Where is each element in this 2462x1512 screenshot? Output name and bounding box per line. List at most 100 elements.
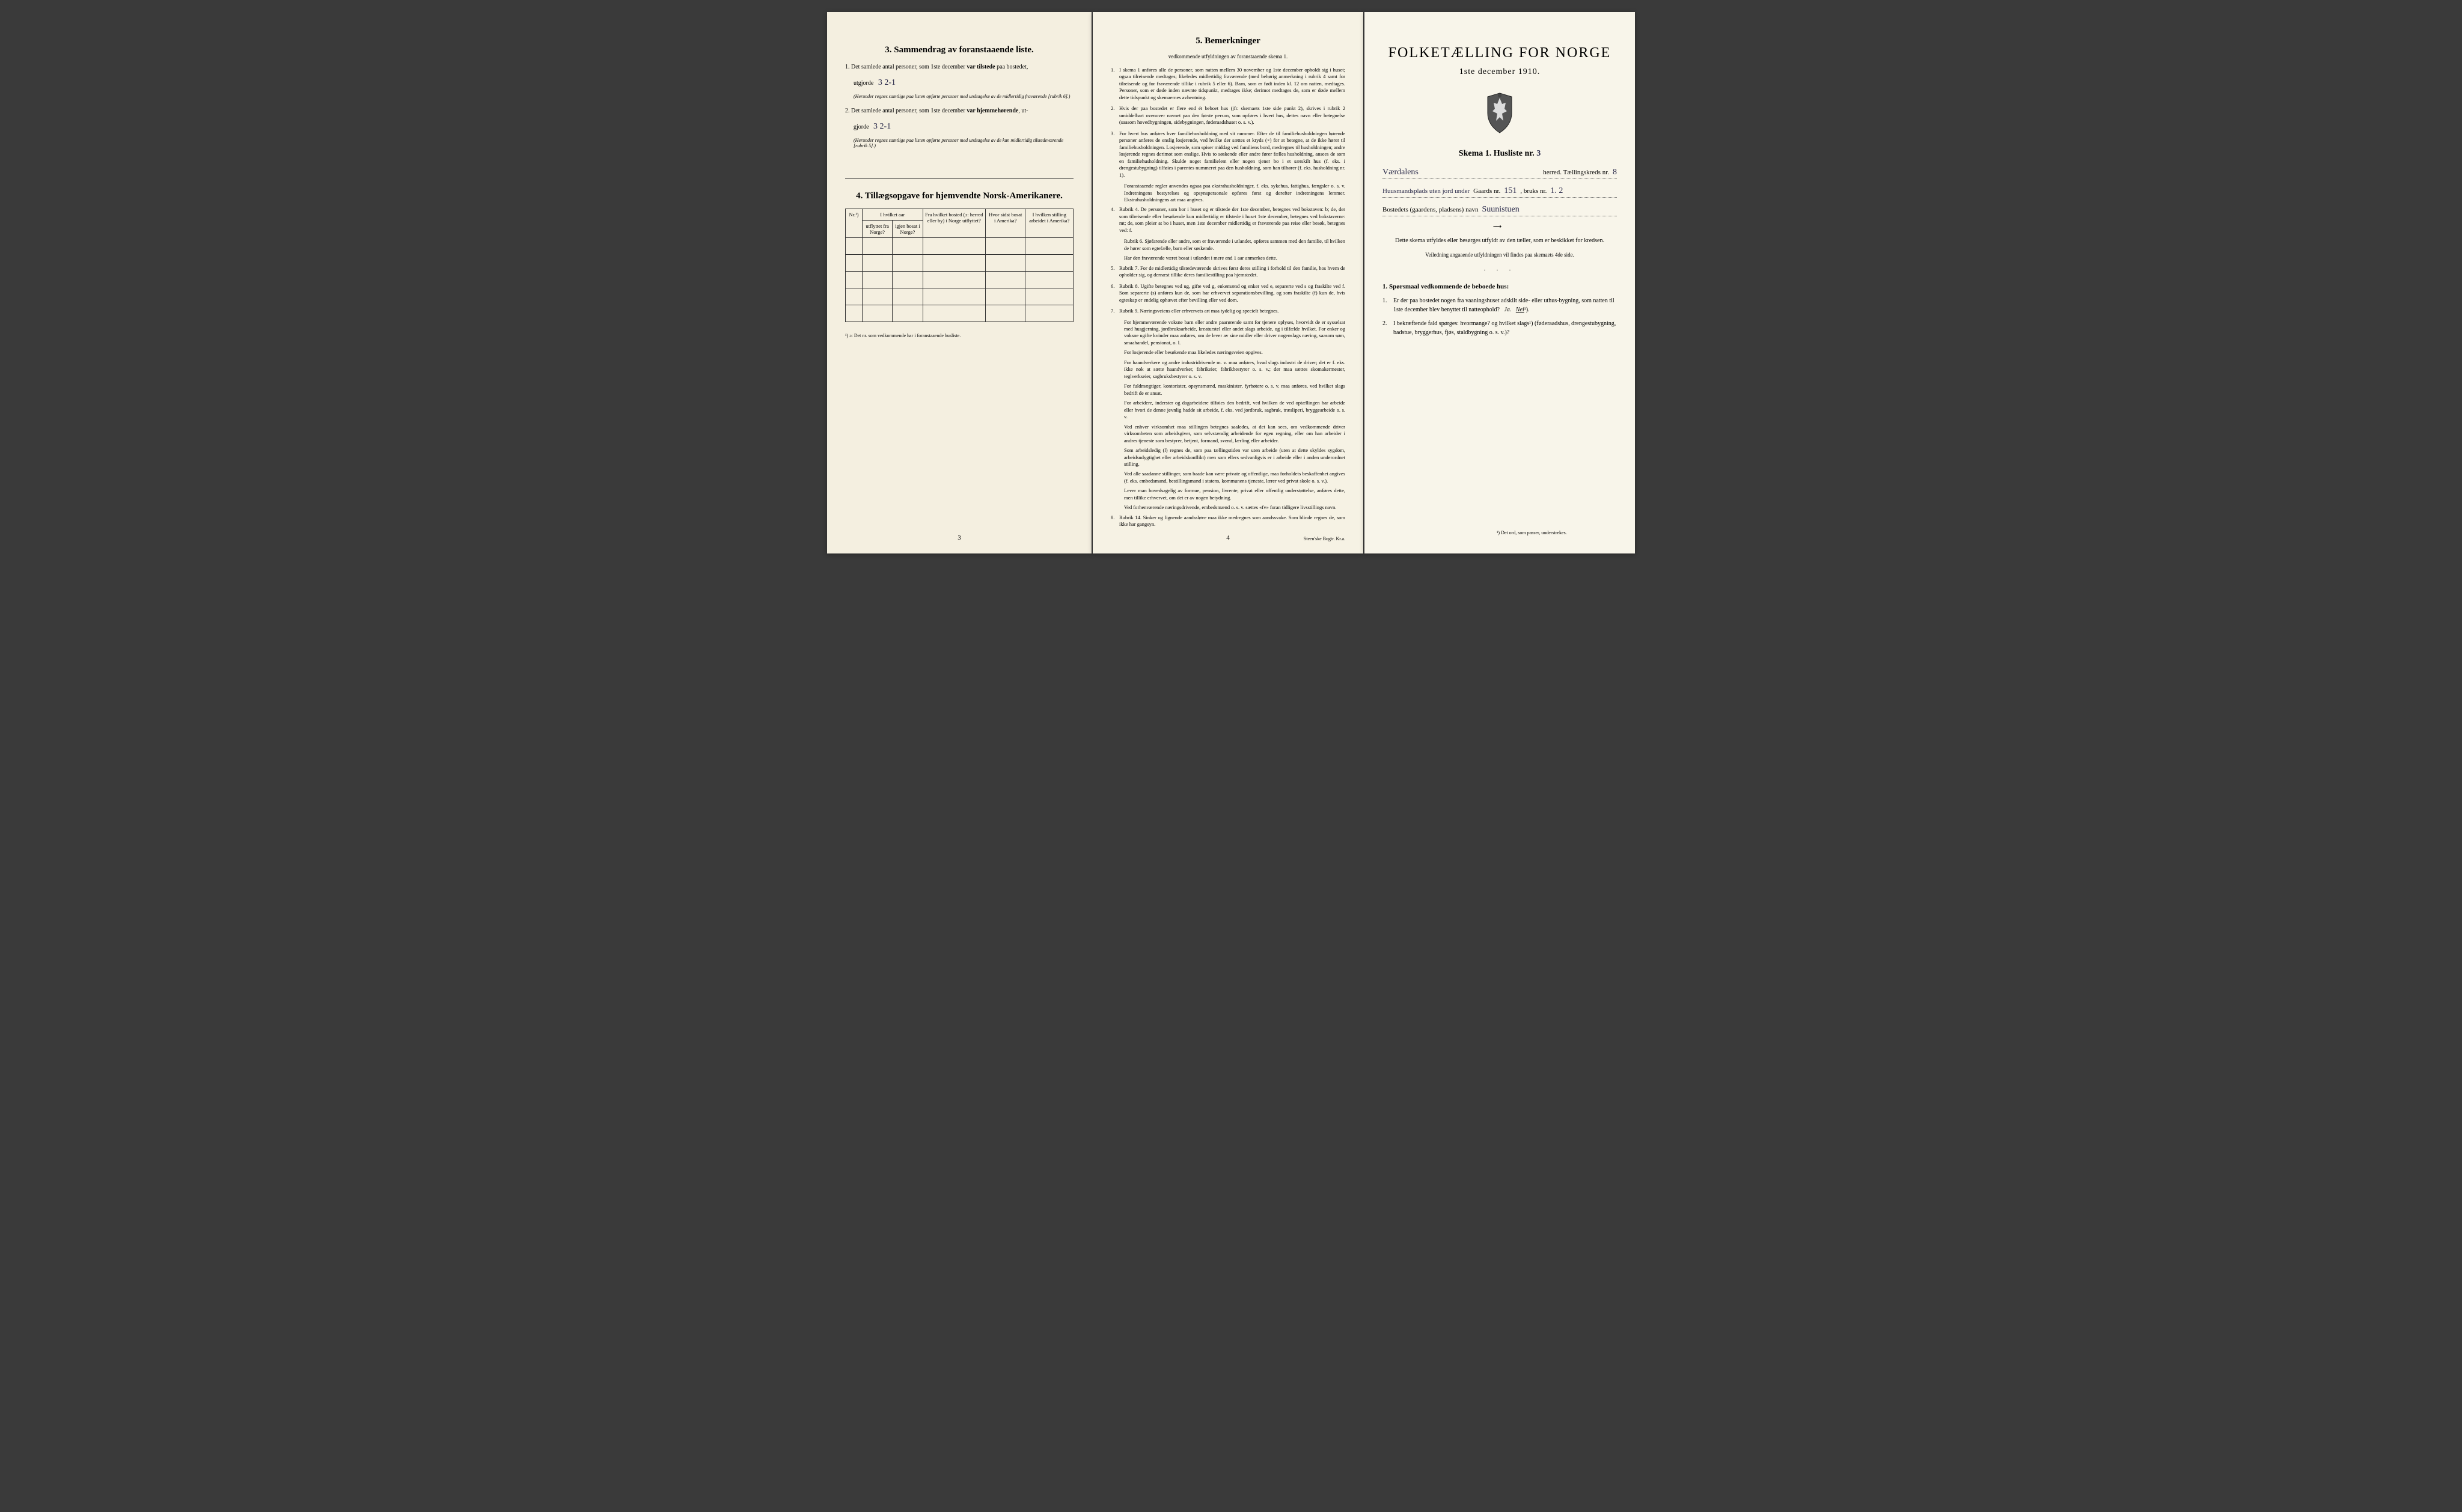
remark-item: Ved enhver virksomhet maa stillingen bet… xyxy=(1111,424,1345,444)
handwritten-bnr: 1. 2 xyxy=(1550,186,1563,196)
remark-item: 1.I skema 1 anføres alle de personer, so… xyxy=(1111,67,1345,101)
remark-item: For hjemmeværende voksne barn eller andr… xyxy=(1111,319,1345,347)
remark-item: 4.Rubrik 4. De personer, som bor i huset… xyxy=(1111,206,1345,234)
answer-ja: Ja. xyxy=(1504,306,1511,313)
col-header-group: I hvilket aar xyxy=(863,209,923,221)
coat-of-arms-icon xyxy=(1482,92,1518,134)
col-header: Fra hvilket bosted (ɔ: herred eller by) … xyxy=(923,209,985,238)
remark-item: 6.Rubrik 8. Ugifte betegnes ved ug, gift… xyxy=(1111,283,1345,303)
remark-item: 2. Hvis der paa bostedet er flere end ét … xyxy=(1111,105,1345,126)
section3-item1: 1. Det samlede antal personer, som 1ste … xyxy=(845,62,1074,72)
remark-text: Rubrik 8. Ugifte betegnes ved ug, gifte … xyxy=(1119,283,1345,303)
table-row xyxy=(846,238,1074,255)
section3-item2-line2: gjorde 3 2-1 xyxy=(845,120,1074,133)
remark-item: For arbeidere, inderster og dagarbeidere… xyxy=(1111,400,1345,420)
remark-number: 4. xyxy=(1111,206,1114,213)
form-line-gaard: Huusmandsplads uten jord under Gaards nr… xyxy=(1382,186,1617,198)
q-num: 1. xyxy=(1382,296,1387,305)
handwritten-value: 3 2-1 xyxy=(878,78,896,87)
section3-item2-note: (Herunder regnes samtlige paa listen opf… xyxy=(845,138,1074,148)
label: Gaards nr. xyxy=(1473,187,1500,195)
remark-item: Ved alle saadanne stillinger, som baade … xyxy=(1111,471,1345,484)
remark-text: For losjerende eller besøkende maa likel… xyxy=(1124,349,1263,355)
page-left: 3. Sammendrag av foranstaaende liste. 1.… xyxy=(827,12,1092,553)
remark-text: Hvis der paa bostedet er flere end ét be… xyxy=(1119,105,1345,125)
form-line-herred: Værdalens herred. Tællingskreds nr. 8 xyxy=(1382,168,1617,179)
footnote-marker: ¹). xyxy=(1524,306,1530,313)
page-number: 4 xyxy=(1226,534,1230,541)
document-spread: 3. Sammendrag av foranstaaende liste. 1.… xyxy=(827,12,1635,553)
remark-item: For fuldmægtiger, kontorister, opsynsmæn… xyxy=(1111,383,1345,397)
subtitle: 1ste december 1910. xyxy=(1382,67,1617,77)
remark-text: For arbeidere, inderster og dagarbeidere… xyxy=(1124,400,1345,419)
remark-number: 7. xyxy=(1111,308,1114,314)
remark-number: 1. xyxy=(1111,67,1114,73)
col-header: igjen bosat i Norge? xyxy=(893,221,923,238)
remark-text: Ved forhenværende næringsdrivende, embed… xyxy=(1124,504,1336,510)
table-row xyxy=(846,272,1074,288)
remark-item: Rubrik 6. Sjøfarende eller andre, som er… xyxy=(1111,238,1345,252)
remark-text: Som arbeidsledig (l) regnes de, som paa … xyxy=(1124,447,1345,467)
answer-nei: Nei xyxy=(1516,306,1524,313)
remark-text: For fuldmægtiger, kontorister, opsynsmæn… xyxy=(1124,383,1345,395)
table-row xyxy=(846,305,1074,322)
page-number: 3 xyxy=(958,534,961,541)
text-bold: var hjemmehørende xyxy=(967,108,1018,114)
remark-text: Rubrik 6. Sjøfarende eller andre, som er… xyxy=(1124,238,1345,251)
section4-heading: 4. Tillægsopgave for hjemvendte Norsk-Am… xyxy=(845,191,1074,201)
remark-text: For hjemmeværende voksne barn eller andr… xyxy=(1124,319,1345,346)
q-num: 2. xyxy=(1382,319,1387,328)
section3-item1-line2: utgjorde 3 2-1 xyxy=(845,76,1074,89)
skema-line: Skema 1. Husliste nr. 3 xyxy=(1382,149,1617,159)
remark-item: Lever man hovedsagelig av formue, pensio… xyxy=(1111,487,1345,501)
col-header: utflyttet fra Norge? xyxy=(863,221,893,238)
remark-item: 7.Rubrik 9. Næringsveiens eller erhverve… xyxy=(1111,308,1345,314)
label: herred. Tællingskreds nr. xyxy=(1543,169,1609,176)
text-bold: var tilstede xyxy=(967,64,995,70)
handwritten-herred: Værdalens xyxy=(1382,168,1419,177)
label: Bostedets (gaardens, pladsens) navn xyxy=(1382,206,1478,213)
remark-item: For losjerende eller besøkende maa likel… xyxy=(1111,349,1345,356)
remark-text: For haandverkere og andre industridriven… xyxy=(1124,359,1345,379)
remark-text: For hvert hus anføres hver familiehushol… xyxy=(1119,130,1345,178)
table-header-row: Nr.¹) I hvilket aar Fra hvilket bosted (… xyxy=(846,209,1074,221)
remark-text: Ved alle saadanne stillinger, som baade … xyxy=(1124,471,1345,483)
remark-text: Lever man hovedsagelig av formue, pensio… xyxy=(1124,487,1345,500)
text: gjorde xyxy=(854,124,869,130)
section4-table: Nr.¹) I hvilket aar Fra hvilket bosted (… xyxy=(845,209,1074,322)
remark-text: Rubrik 14. Sinker og lignende aandssløve… xyxy=(1119,514,1345,527)
skema-num-handwritten: 3 xyxy=(1536,149,1541,158)
question-1: 1. Er der paa bostedet nogen fra vaaning… xyxy=(1382,296,1617,314)
section5-heading: 5. Bemerkninger xyxy=(1111,36,1345,46)
label: , bruks nr. xyxy=(1520,187,1547,195)
ornament: ⟿ xyxy=(1382,224,1617,230)
handwritten-value: 3 2-1 xyxy=(873,122,891,131)
section5-subtitle: vedkommende utfyldningen av foranstaaend… xyxy=(1111,53,1345,59)
col-header: Nr.¹) xyxy=(846,209,863,238)
remark-text: Foranstaaende regler anvendes ogsaa paa … xyxy=(1124,183,1345,203)
form-line-bosted: Bostedets (gaardens, pladsens) navn Suun… xyxy=(1382,205,1617,216)
instruction-sub: Veiledning angaaende utfyldningen vil fi… xyxy=(1382,251,1617,260)
remark-item: 5.Rubrik 7. For de midlertidig tilstedev… xyxy=(1111,265,1345,279)
skema-label: Skema 1. Husliste nr. xyxy=(1459,149,1535,158)
text: paa bostedet, xyxy=(995,64,1028,70)
question-2: 2. I bekræftende fald spørges: hvormange… xyxy=(1382,319,1617,337)
handwritten-navn: Suunistuen xyxy=(1482,205,1519,215)
instruction-main: Dette skema utfyldes eller besørges utfy… xyxy=(1382,236,1617,245)
remark-text: Ved enhver virksomhet maa stillingen bet… xyxy=(1124,424,1345,444)
remark-text: Rubrik 7. For de midlertidig tilstedevær… xyxy=(1119,265,1345,278)
remark-text: Har den fraværende været bosat i utlande… xyxy=(1124,255,1277,261)
text: 1. Det samlede antal personer, som 1ste … xyxy=(845,64,967,70)
remarks-list: 1.I skema 1 anføres alle de personer, so… xyxy=(1111,67,1345,528)
text: 2. Det samlede antal personer, som 1ste … xyxy=(845,108,967,114)
main-title: FOLKETÆLLING FOR NORGE xyxy=(1382,45,1617,61)
text: , ut- xyxy=(1018,108,1028,114)
remark-number: 2. xyxy=(1111,105,1114,112)
page-middle: 5. Bemerkninger vedkommende utfyldningen… xyxy=(1093,12,1363,553)
col-header: I hvilken stilling arbeidet i Amerika? xyxy=(1025,209,1074,238)
page-right: FOLKETÆLLING FOR NORGE 1ste december 191… xyxy=(1364,12,1635,553)
section4-footnote: ¹) ɔ: Det nr. som vedkommende har i fora… xyxy=(845,333,1074,338)
remark-item: For haandverkere og andre industridriven… xyxy=(1111,359,1345,380)
col-header: Hvor sidst bosat i Amerika? xyxy=(985,209,1025,238)
remark-item: 8.Rubrik 14. Sinker og lignende aandsslø… xyxy=(1111,514,1345,528)
